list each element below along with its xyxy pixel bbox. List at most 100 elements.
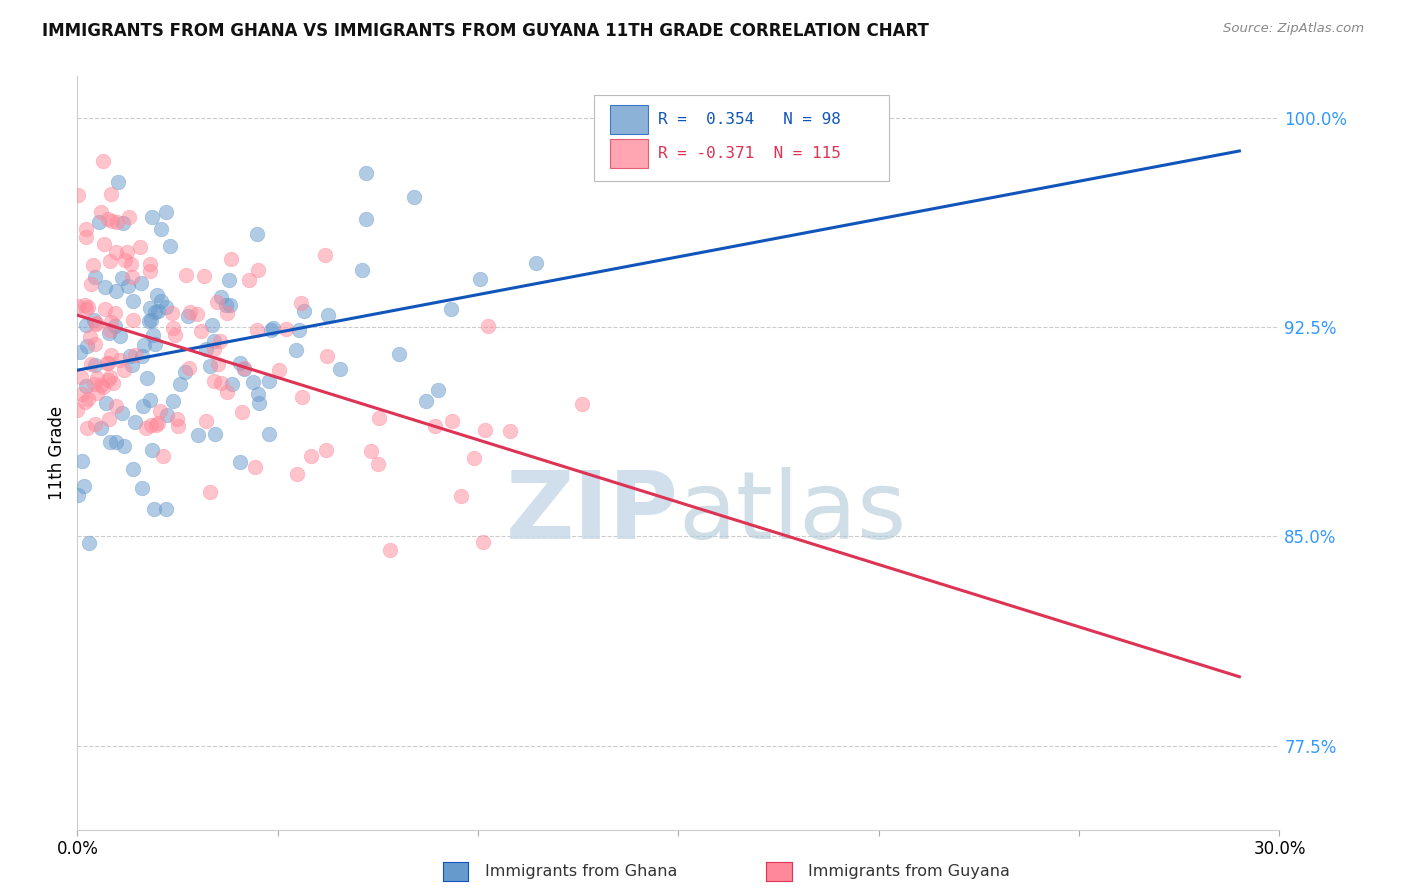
Point [148, 416, 170, 430]
Point [77, 536, 100, 550]
Point [402, 190, 425, 204]
Point [292, 303, 315, 318]
Point [143, 336, 166, 351]
Point [470, 272, 492, 286]
Point [165, 327, 187, 342]
Point [75, 395, 97, 409]
Point [98, 435, 121, 450]
Point [245, 227, 267, 241]
Point [105, 215, 128, 229]
Point [204, 426, 226, 441]
Point [207, 357, 229, 371]
Point [195, 343, 218, 357]
Point [75, 379, 97, 393]
Point [176, 309, 198, 323]
Point [84, 270, 107, 285]
Point [105, 399, 128, 413]
Point [440, 302, 463, 317]
Point [121, 358, 143, 372]
Point [215, 298, 238, 312]
Point [117, 245, 139, 260]
Point [202, 374, 225, 388]
Point [101, 376, 124, 390]
Point [524, 256, 547, 270]
Point [105, 245, 128, 260]
Point [238, 273, 260, 287]
Point [86, 370, 108, 384]
Point [155, 205, 177, 219]
Point [128, 240, 150, 254]
Point [111, 271, 134, 285]
Point [120, 256, 142, 270]
Point [285, 343, 308, 358]
Point [97, 211, 120, 226]
Point [242, 375, 264, 389]
Point [315, 442, 337, 457]
Point [79, 330, 101, 344]
Text: R =  0.354   N = 98: R = 0.354 N = 98 [658, 112, 841, 127]
Point [215, 306, 238, 320]
Point [146, 288, 169, 302]
Point [96, 356, 118, 370]
Point [143, 502, 166, 516]
Point [117, 278, 139, 293]
Point [245, 460, 267, 475]
Text: Immigrants from Guyana: Immigrants from Guyana [808, 864, 1011, 879]
Text: Immigrants from Ghana: Immigrants from Ghana [485, 864, 678, 879]
Point [477, 319, 499, 334]
Point [352, 262, 374, 277]
Point [83, 376, 105, 391]
Point [98, 323, 121, 337]
Point [149, 293, 172, 308]
Y-axis label: 11th Grade: 11th Grade [48, 406, 66, 500]
Point [571, 397, 593, 411]
Point [80, 277, 103, 291]
Point [83, 313, 105, 327]
Point [200, 359, 222, 373]
Point [499, 424, 522, 438]
Point [186, 308, 208, 322]
Point [69, 344, 91, 359]
Point [380, 542, 402, 557]
Point [174, 268, 197, 283]
Point [139, 301, 162, 315]
Point [94, 280, 117, 294]
Point [124, 348, 146, 362]
Point [104, 306, 127, 320]
Point [205, 295, 228, 310]
Point [98, 412, 121, 426]
Point [108, 352, 131, 367]
Point [139, 257, 162, 271]
Point [329, 361, 352, 376]
Point [316, 308, 339, 322]
Text: Source: ZipAtlas.com: Source: ZipAtlas.com [1223, 22, 1364, 36]
Point [70, 369, 93, 384]
Point [299, 450, 322, 464]
Point [155, 501, 177, 516]
Point [90, 378, 112, 392]
Point [87, 214, 110, 228]
Point [138, 393, 160, 408]
Text: ZIP: ZIP [506, 467, 679, 559]
Point [149, 222, 172, 236]
Point [148, 303, 170, 318]
Point [262, 321, 284, 335]
Point [219, 298, 242, 312]
Point [138, 314, 160, 328]
Point [131, 276, 153, 290]
Point [201, 318, 224, 332]
Point [141, 312, 163, 326]
Point [76, 300, 98, 314]
Point [415, 394, 437, 409]
Point [141, 442, 163, 457]
Point [260, 323, 283, 337]
Point [425, 419, 447, 434]
Point [142, 327, 165, 342]
Text: atlas: atlas [679, 467, 907, 559]
Point [90, 421, 112, 435]
Text: R = -0.371  N = 115: R = -0.371 N = 115 [658, 146, 841, 161]
Point [291, 390, 314, 404]
Point [174, 365, 197, 379]
Point [134, 338, 156, 352]
Point [97, 373, 120, 387]
